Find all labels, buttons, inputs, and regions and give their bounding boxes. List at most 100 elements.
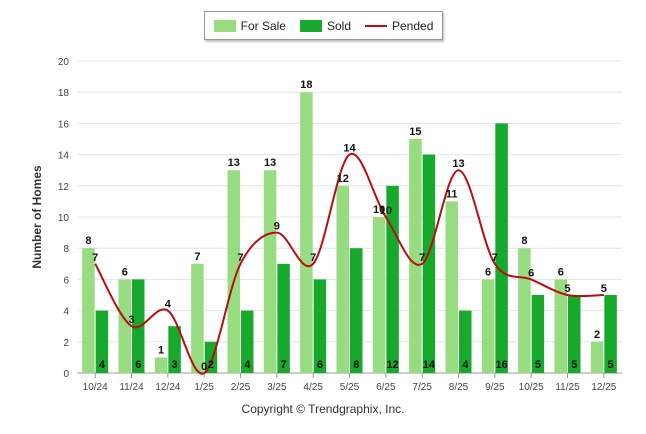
legend-item-pended[interactable]: Pended [365, 19, 433, 33]
y-tick-label: 18 [58, 88, 70, 99]
data-label-pended: 4 [165, 299, 172, 311]
legend-swatch-sold [299, 19, 322, 32]
data-label-for-sale: 10 [373, 204, 385, 216]
y-tick-label: 20 [58, 57, 70, 68]
bar-for-sale [227, 170, 240, 373]
bar-sold [495, 123, 508, 374]
legend-swatch-pended [365, 24, 387, 27]
bar-for-sale [300, 92, 313, 373]
x-tick-label: 2/25 [231, 382, 251, 393]
data-label-for-sale: 12 [337, 173, 349, 185]
x-tick-label: 3/25 [267, 382, 287, 393]
y-tick-label: 6 [63, 275, 69, 286]
legend-label-pended: Pended [392, 18, 434, 33]
x-tick-label: 12/25 [591, 382, 616, 393]
bar-for-sale [554, 279, 567, 373]
bar-for-sale [191, 263, 204, 373]
data-label-for-sale: 2 [594, 329, 600, 341]
y-tick-label: 0 [63, 369, 69, 380]
legend-item-sold[interactable]: Sold [299, 19, 351, 33]
x-tick-label: 1/25 [194, 382, 214, 393]
bar-sold [168, 326, 181, 373]
data-label-pended: 0 [201, 361, 207, 373]
x-tick-label: 11/25 [555, 382, 580, 393]
data-label-for-sale: 13 [264, 157, 276, 169]
x-tick-label: 7/25 [412, 382, 432, 393]
data-label-sold: 14 [423, 359, 436, 371]
x-tick-label: 5/25 [340, 382, 360, 393]
bar-sold [422, 154, 436, 373]
bar-sold [204, 341, 218, 373]
data-label-for-sale: 15 [409, 126, 421, 138]
y-tick-label: 8 [63, 244, 69, 255]
bar-for-sale [372, 217, 386, 373]
bar-sold [568, 295, 581, 373]
data-label-pended: 7 [92, 252, 98, 264]
y-tick-label: 12 [58, 182, 70, 193]
bar-sold [277, 263, 290, 373]
data-label-pended: 3 [128, 314, 134, 326]
data-label-sold: 4 [99, 359, 106, 371]
x-tick-label: 10/25 [519, 382, 544, 393]
y-tick-label: 10 [58, 213, 70, 224]
data-label-sold: 6 [317, 359, 323, 371]
data-label-pended: 13 [452, 158, 464, 170]
y-tick-label: 4 [63, 307, 69, 318]
legend-item-for-sale[interactable]: For Sale [213, 18, 286, 33]
x-tick-label: 11/24 [119, 382, 144, 393]
bar-for-sale [590, 341, 604, 373]
bar-for-sale [263, 170, 277, 373]
data-label-sold: 3 [172, 359, 178, 371]
data-label-sold: 8 [353, 359, 359, 371]
y-tick-label: 2 [63, 338, 69, 349]
bar-sold [350, 248, 363, 373]
data-label-for-sale: 18 [300, 79, 312, 91]
data-label-pended: 7 [237, 252, 243, 264]
data-label-sold: 7 [281, 359, 287, 371]
data-label-pended: 10 [380, 205, 392, 217]
data-label-pended: 7 [492, 252, 498, 264]
data-label-sold: 5 [535, 359, 541, 371]
legend: For Sale Sold Pended [204, 11, 443, 40]
data-label-pended: 7 [310, 252, 316, 264]
x-tick-label: 6/25 [376, 382, 396, 393]
bar-for-sale [409, 139, 422, 373]
data-label-sold: 4 [244, 359, 251, 371]
y-tick-label: 16 [58, 119, 70, 130]
x-tick-label: 4/25 [303, 382, 323, 393]
bar-sold [95, 310, 109, 373]
data-label-sold: 16 [495, 359, 507, 371]
data-label-sold: 6 [135, 359, 141, 371]
data-label-sold: 12 [386, 359, 398, 371]
data-label-for-sale: 6 [122, 266, 128, 278]
data-label-for-sale: 11 [446, 188, 458, 200]
bar-sold [313, 279, 327, 373]
data-label-pended: 9 [274, 221, 280, 233]
bar-for-sale [82, 248, 95, 373]
data-label-pended: 7 [419, 252, 425, 264]
data-label-for-sale: 7 [194, 251, 200, 263]
y-axis-title: Number of Homes [30, 165, 44, 269]
bar-for-sale [481, 279, 495, 373]
bar-sold [604, 295, 617, 373]
copyright-text: Copyright © Trendgraphix, Inc. [241, 402, 405, 416]
data-label-sold: 4 [462, 359, 469, 371]
x-tick-label: 9/25 [485, 382, 505, 393]
data-label-for-sale: 8 [85, 235, 91, 247]
data-label-for-sale: 8 [521, 235, 527, 247]
bar-sold [531, 295, 545, 373]
bar-sold [459, 310, 472, 373]
data-label-for-sale: 6 [485, 266, 491, 278]
data-label-for-sale: 1 [158, 344, 164, 356]
data-label-pended: 5 [601, 283, 607, 295]
bar-for-sale [118, 279, 131, 373]
legend-label-for-sale: For Sale [240, 18, 286, 33]
data-label-sold: 2 [208, 359, 214, 371]
bar-for-sale [445, 201, 458, 373]
data-label-sold: 5 [571, 359, 577, 371]
data-label-for-sale: 13 [228, 157, 240, 169]
x-tick-label: 8/25 [449, 382, 469, 393]
bar-for-sale [154, 357, 168, 373]
data-label-pended: 5 [564, 283, 570, 295]
